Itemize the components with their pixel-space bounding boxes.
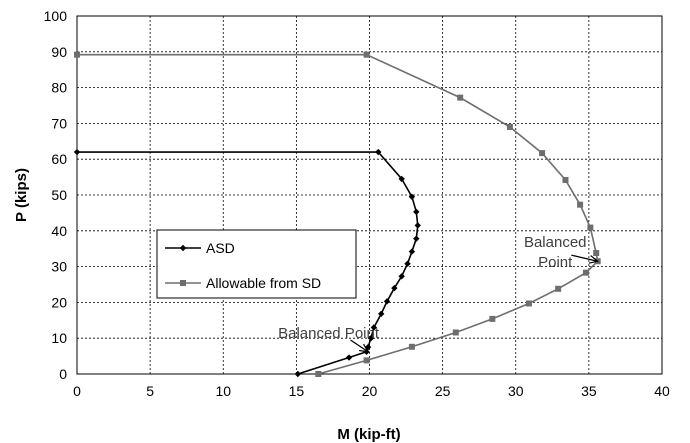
annotation-arrow: [571, 254, 598, 262]
data-point-allowable-from-sd: [562, 176, 569, 183]
x-tick-label: 25: [435, 383, 451, 399]
data-point-allowable-from-sd: [408, 343, 415, 350]
legend: ASD Allowable from SD: [156, 229, 357, 299]
data-point-allowable-from-sd: [315, 371, 322, 377]
data-point-allowable-from-sd: [506, 123, 513, 130]
series-allowable-from-sd: [74, 51, 601, 377]
data-point-asd: [404, 260, 411, 267]
data-point-asd: [375, 148, 382, 156]
x-tick-label: 35: [581, 383, 597, 399]
annotation-text: Point: [538, 254, 573, 271]
data-point-allowable-from-sd: [539, 150, 546, 157]
data-point-allowable-from-sd: [74, 51, 80, 58]
data-point-asd: [367, 335, 375, 342]
legend-item-asd: ASD: [165, 240, 235, 256]
y-tick-label: 10: [51, 330, 67, 346]
x-tick-labels: 0 5 10 15 20 25 30 35 40: [73, 383, 670, 399]
annotation-text: Balanced Point: [278, 325, 380, 342]
y-tick-label: 60: [51, 151, 67, 167]
y-tick-label: 70: [51, 115, 67, 131]
data-point-asd: [391, 284, 398, 292]
arrowhead: [359, 343, 370, 353]
data-point-asd: [294, 370, 302, 378]
data-point-asd: [398, 273, 405, 280]
data-point-allowable-from-sd: [363, 51, 370, 58]
y-tick-label: 40: [51, 223, 67, 239]
data-point-allowable-from-sd: [489, 315, 496, 322]
x-tick-label: 15: [289, 383, 305, 399]
data-point-asd: [370, 324, 378, 331]
data-point-asd: [408, 193, 416, 200]
data-point-asd: [414, 222, 421, 229]
data-point-allowable-from-sd: [577, 201, 584, 208]
data-point-asd: [383, 298, 391, 305]
y-axis-title: P (kips): [13, 168, 30, 222]
y-tick-label: 20: [51, 294, 67, 310]
data-point-asd: [345, 354, 353, 361]
data-point-allowable-from-sd: [593, 249, 600, 256]
y-tick-labels: 0 10 20 30 40 50 60 70 80 90 100: [44, 8, 68, 382]
legend-marker: [179, 244, 187, 252]
x-tick-label: 20: [362, 383, 378, 399]
data-point-asd: [413, 208, 420, 216]
plot-area-border: [76, 15, 663, 375]
data-point-asd: [413, 235, 420, 242]
annotation-text: Balanced: [524, 234, 587, 251]
x-tick-label: 40: [654, 383, 670, 399]
y-tick-label: 80: [51, 80, 67, 96]
data-point-allowable-from-sd: [457, 94, 464, 101]
balanced-point-annotation: Balanced Point: [278, 325, 380, 353]
y-tick-label: 90: [51, 44, 67, 60]
data-point-asd: [398, 175, 405, 183]
x-tick-label: 0: [73, 383, 81, 399]
data-point-allowable-from-sd: [363, 357, 370, 364]
series-line-allowable-from-sd: [77, 53, 599, 375]
data-point-allowable-from-sd: [582, 269, 589, 276]
x-axis-title: M (kip-ft): [337, 426, 400, 443]
data-point-asd: [408, 248, 416, 255]
x-tick-label: 10: [215, 383, 231, 399]
data-point-allowable-from-sd: [525, 300, 532, 307]
legend-marker: [180, 280, 186, 286]
data-point-asd: [378, 310, 385, 318]
legend-box: [156, 229, 357, 299]
arrowhead: [588, 255, 599, 264]
y-tick-label: 100: [44, 8, 68, 24]
series-layer: [73, 51, 601, 378]
data-point-allowable-from-sd: [555, 285, 562, 292]
balanced-point-annotation: Balanced Point: [524, 234, 599, 271]
x-tick-label: 5: [146, 383, 154, 399]
data-point-allowable-from-sd: [452, 329, 459, 336]
series-asd: [73, 148, 421, 378]
y-tick-label: 0: [59, 366, 67, 382]
data-point-asd: [73, 148, 81, 156]
y-tick-label: 50: [51, 187, 67, 203]
y-tick-label: 30: [51, 259, 67, 275]
legend-item-allowable-from-sd: Allowable from SD: [165, 275, 321, 291]
legend-label: ASD: [206, 240, 235, 256]
legend-label: Allowable from SD: [206, 275, 321, 291]
x-tick-label: 30: [508, 383, 524, 399]
data-point-allowable-from-sd: [587, 224, 594, 231]
annotation-arrow: [350, 339, 369, 353]
